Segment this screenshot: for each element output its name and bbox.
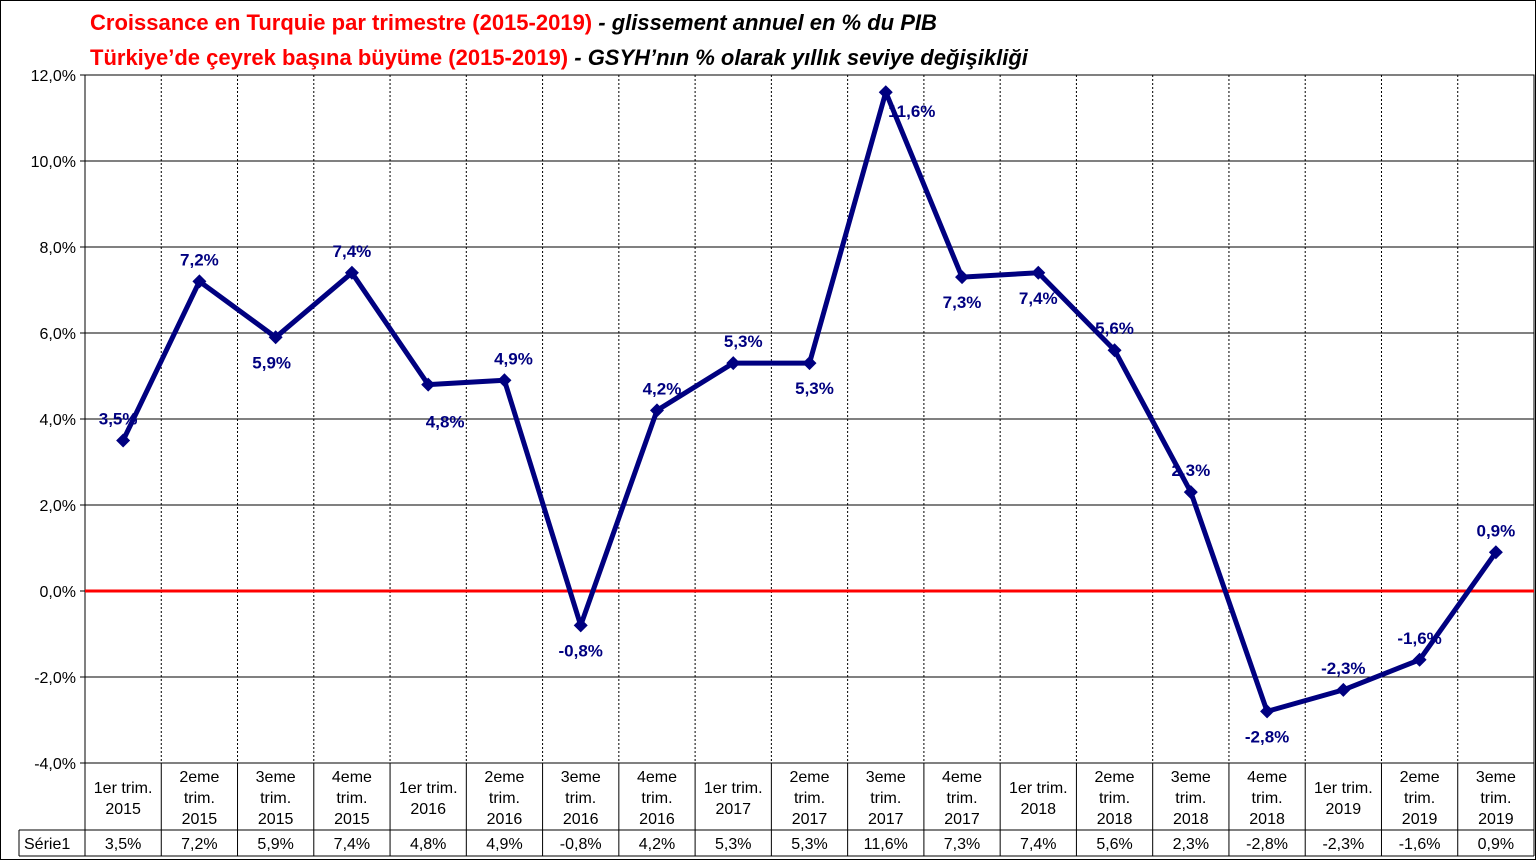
table-value: 5,3% bbox=[791, 836, 827, 853]
data-label: 3,5% bbox=[99, 410, 138, 429]
title-sub-fr: - glissement annuel en % du PIB bbox=[592, 10, 937, 35]
data-point-marker bbox=[573, 618, 588, 633]
table-value: 3,5% bbox=[105, 836, 141, 853]
x-category-label: 3eme trim. 2017 bbox=[866, 769, 906, 828]
x-category-label: 1er trim. 2018 bbox=[1009, 780, 1068, 818]
x-category-label: 4eme trim. 2016 bbox=[637, 769, 677, 828]
y-tick-label: 6,0% bbox=[40, 326, 76, 343]
x-category-label: 2eme trim. 2015 bbox=[179, 769, 219, 828]
table-value: 4,9% bbox=[486, 836, 522, 853]
x-category-label: 4eme trim. 2015 bbox=[332, 769, 372, 828]
data-point-marker bbox=[726, 356, 741, 371]
data-point-marker bbox=[192, 274, 207, 289]
table-value: 4,2% bbox=[639, 836, 675, 853]
x-category-label: 2eme trim. 2018 bbox=[1095, 769, 1135, 828]
x-category-label: 4eme trim. 2018 bbox=[1247, 769, 1287, 828]
table-value: 5,3% bbox=[715, 836, 751, 853]
x-category-label: 3eme trim. 2018 bbox=[1171, 769, 1211, 828]
data-label: 5,3% bbox=[795, 379, 834, 398]
data-label: 7,3% bbox=[943, 293, 982, 312]
x-category-label: 2eme trim. 2019 bbox=[1400, 769, 1440, 828]
y-tick-label: -2,0% bbox=[34, 670, 76, 687]
data-label: 4,9% bbox=[494, 349, 533, 368]
x-category-label: 1er trim. 2017 bbox=[704, 780, 763, 818]
x-category-label: 3eme trim. 2019 bbox=[1476, 769, 1516, 828]
data-point-marker bbox=[1336, 682, 1351, 697]
data-label: 0,9% bbox=[1476, 521, 1515, 540]
y-tick-label: 10,0% bbox=[31, 154, 76, 171]
table-value: 0,9% bbox=[1478, 836, 1514, 853]
table-series-name: Série1 bbox=[24, 836, 70, 853]
x-category-label: 2eme trim. 2016 bbox=[484, 769, 524, 828]
data-label: -2,3% bbox=[1321, 659, 1365, 678]
data-label: 7,4% bbox=[333, 242, 372, 261]
data-point-marker bbox=[1031, 265, 1046, 280]
data-point-marker bbox=[1107, 343, 1122, 358]
y-tick-label: 2,0% bbox=[40, 498, 76, 515]
table-value: 7,4% bbox=[1020, 836, 1056, 853]
table-value: -1,6% bbox=[1399, 836, 1441, 853]
data-point-marker bbox=[1412, 652, 1427, 667]
data-point-marker bbox=[421, 377, 436, 392]
table-value: 5,6% bbox=[1096, 836, 1132, 853]
x-category-label: 4eme trim. 2017 bbox=[942, 769, 982, 828]
x-category-label: 1er trim. 2019 bbox=[1314, 780, 1373, 818]
table-value: -0,8% bbox=[560, 836, 602, 853]
table-value: 7,2% bbox=[181, 836, 217, 853]
table-value: -2,3% bbox=[1322, 836, 1364, 853]
data-label: 5,6% bbox=[1095, 319, 1134, 338]
data-point-marker bbox=[497, 373, 512, 388]
data-point-marker bbox=[344, 265, 359, 280]
data-label: 5,9% bbox=[252, 353, 291, 372]
table-value: 4,8% bbox=[410, 836, 446, 853]
data-label: 4,2% bbox=[643, 379, 682, 398]
table-value: 11,6% bbox=[864, 836, 908, 853]
title-sub-tr: - GSYH’nın % olarak yıllık seviye değişi… bbox=[568, 45, 1028, 70]
table-value: 7,3% bbox=[944, 836, 980, 853]
data-label: -0,8% bbox=[558, 641, 602, 660]
y-tick-label: 4,0% bbox=[40, 412, 76, 429]
data-label: -2,8% bbox=[1245, 727, 1289, 746]
y-tick-label: 0,0% bbox=[40, 584, 76, 601]
data-label: 5,3% bbox=[724, 332, 763, 351]
chart-title-fr: Croissance en Turquie par trimestre (201… bbox=[90, 10, 937, 36]
data-point-marker bbox=[802, 356, 817, 371]
y-tick-label: -4,0% bbox=[34, 756, 76, 773]
table-value: -2,8% bbox=[1246, 836, 1288, 853]
data-point-marker bbox=[116, 433, 131, 448]
data-point-marker bbox=[1260, 704, 1275, 719]
data-label: -1,6% bbox=[1397, 629, 1441, 648]
title-main-fr: Croissance en Turquie par trimestre (201… bbox=[90, 10, 593, 35]
data-point-marker bbox=[878, 85, 893, 100]
chart-title-tr: Türkiye’de çeyrek başına büyüme (2015-20… bbox=[90, 45, 1028, 71]
table-value: 2,3% bbox=[1173, 836, 1209, 853]
data-label: 11,6% bbox=[888, 102, 935, 121]
title-main-tr: Türkiye’de çeyrek başına büyüme (2015-20… bbox=[90, 45, 569, 70]
data-point-marker bbox=[955, 270, 970, 285]
data-label: 7,4% bbox=[1019, 289, 1058, 308]
data-label: 2,3% bbox=[1171, 461, 1210, 480]
y-tick-label: 12,0% bbox=[31, 68, 76, 85]
table-value: 5,9% bbox=[257, 836, 293, 853]
table-value: 7,4% bbox=[334, 836, 370, 853]
x-category-label: 1er trim. 2015 bbox=[94, 780, 153, 818]
x-category-label: 2eme trim. 2017 bbox=[789, 769, 829, 828]
x-category-label: 3eme trim. 2016 bbox=[561, 769, 601, 828]
data-label: 7,2% bbox=[180, 250, 219, 269]
data-label: 4,8% bbox=[426, 413, 465, 432]
data-point-marker bbox=[649, 403, 664, 418]
x-category-label: 1er trim. 2016 bbox=[399, 780, 458, 818]
x-category-label: 3eme trim. 2015 bbox=[256, 769, 296, 828]
y-tick-label: 8,0% bbox=[40, 240, 76, 257]
data-point-marker bbox=[1183, 485, 1198, 500]
data-point-marker bbox=[1488, 545, 1503, 560]
data-point-marker bbox=[268, 330, 283, 345]
